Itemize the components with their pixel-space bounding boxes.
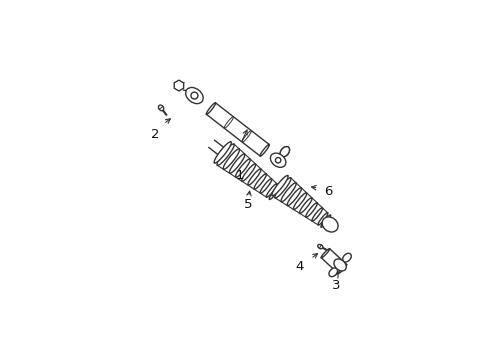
Text: 4: 4 [295, 260, 304, 273]
Ellipse shape [269, 186, 280, 199]
Ellipse shape [337, 265, 346, 274]
Ellipse shape [206, 103, 215, 114]
Ellipse shape [271, 175, 287, 196]
Text: 3: 3 [331, 279, 340, 292]
Ellipse shape [320, 215, 330, 227]
Ellipse shape [190, 92, 198, 99]
Ellipse shape [280, 147, 289, 157]
Ellipse shape [260, 144, 269, 156]
Ellipse shape [342, 253, 350, 262]
Ellipse shape [214, 142, 231, 163]
Text: 1: 1 [235, 169, 243, 182]
Ellipse shape [185, 87, 203, 104]
Ellipse shape [280, 147, 289, 157]
Ellipse shape [322, 217, 337, 232]
Polygon shape [206, 103, 269, 156]
Ellipse shape [275, 158, 280, 163]
Polygon shape [321, 249, 346, 274]
Ellipse shape [317, 244, 322, 249]
Ellipse shape [270, 153, 285, 167]
Ellipse shape [328, 268, 337, 276]
Ellipse shape [333, 259, 346, 271]
Ellipse shape [321, 249, 329, 258]
Ellipse shape [158, 105, 163, 111]
Text: 5: 5 [244, 198, 252, 211]
Polygon shape [174, 80, 183, 91]
Text: 2: 2 [151, 127, 160, 140]
Text: 6: 6 [324, 185, 332, 198]
